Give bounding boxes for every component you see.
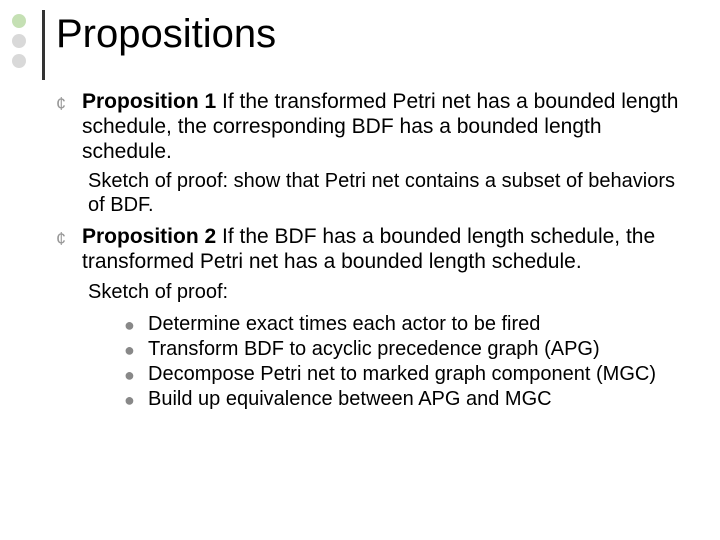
proposition-text: Proposition 1 If the transformed Petri n…	[82, 90, 690, 164]
proposition-label: Proposition 2	[82, 225, 216, 248]
list-item: ¢ Proposition 2 If the BDF has a bounded…	[56, 225, 690, 275]
bullet-row: ● Transform BDF to acyclic precedence gr…	[124, 338, 690, 362]
slide-title: Propositions	[56, 12, 276, 57]
bullet-text: Decompose Petri net to marked graph comp…	[148, 363, 656, 387]
sketch-text: Sketch of proof: show that Petri net con…	[88, 170, 690, 217]
sketch-text: Sketch of proof:	[88, 281, 690, 305]
bullet-text: Build up equivalence between APG and MGC	[148, 388, 552, 412]
bullet-row: ● Build up equivalence between APG and M…	[124, 388, 690, 412]
disc-bullet-icon: ●	[124, 313, 148, 337]
proposition-label: Proposition 1	[82, 90, 216, 113]
hollow-bullet-icon: ¢	[56, 225, 82, 275]
decor-dot	[12, 34, 26, 48]
bullet-text: Determine exact times each actor to be f…	[148, 313, 540, 337]
decor-dots	[12, 14, 26, 74]
proposition-text: Proposition 2 If the BDF has a bounded l…	[82, 225, 690, 275]
bullet-text: Transform BDF to acyclic precedence grap…	[148, 338, 600, 362]
sketch-block: Sketch of proof:	[88, 281, 690, 305]
decor-dot	[12, 54, 26, 68]
hollow-bullet-icon: ¢	[56, 90, 82, 164]
sketch-bullets: ● Determine exact times each actor to be…	[124, 313, 690, 412]
decor-dot	[12, 14, 26, 28]
bullet-row: ● Determine exact times each actor to be…	[124, 313, 690, 337]
title-vline	[42, 10, 45, 80]
disc-bullet-icon: ●	[124, 338, 148, 362]
sketch-block: Sketch of proof: show that Petri net con…	[88, 170, 690, 217]
content-area: ¢ Proposition 1 If the transformed Petri…	[56, 90, 690, 413]
bullet-row: ● Decompose Petri net to marked graph co…	[124, 363, 690, 387]
list-item: ¢ Proposition 1 If the transformed Petri…	[56, 90, 690, 164]
disc-bullet-icon: ●	[124, 388, 148, 412]
disc-bullet-icon: ●	[124, 363, 148, 387]
